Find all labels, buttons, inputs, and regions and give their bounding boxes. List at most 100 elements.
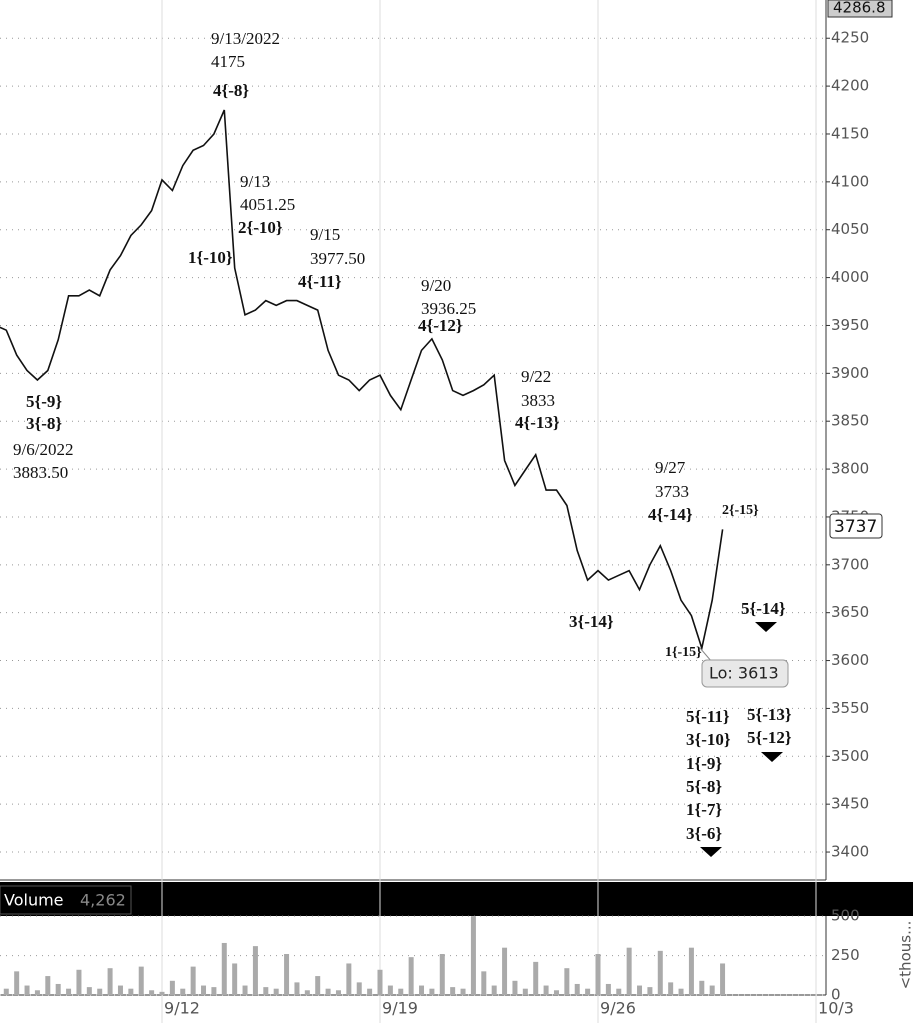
volume-value: 4,262 [80, 891, 126, 910]
volume-bar [242, 985, 248, 995]
annotation: 5{-9} [26, 392, 62, 411]
y-tick-label: 3950 [831, 316, 869, 334]
volume-header-box [0, 885, 132, 915]
volume-bar [325, 988, 331, 995]
annotation: 1{-15} [665, 645, 702, 660]
volume-bar [408, 957, 414, 995]
annotation: 5{-8} [686, 777, 722, 796]
annotation: 5{-14} [741, 599, 786, 618]
y-tick-label: 4150 [831, 124, 869, 142]
annotation: 1{-10} [188, 248, 233, 267]
last-tag: 3737 [834, 517, 877, 537]
y-tick-label: 3400 [831, 843, 869, 861]
volume-bar [159, 991, 165, 995]
y-tick-label: 3550 [831, 699, 869, 717]
top-tag: 4286.8 [833, 0, 886, 17]
volume-bar [304, 990, 310, 995]
x-tick-label: 9/26 [600, 999, 636, 1018]
x-tick-label: 9/19 [382, 999, 418, 1018]
annotation: 9/13/2022 [211, 29, 280, 48]
marker-triangle [761, 752, 783, 762]
volume-bar [211, 987, 217, 995]
annotation: 5{-12} [747, 728, 792, 747]
y-tick-label: 3600 [831, 651, 869, 669]
volume-bar [97, 988, 103, 995]
y-tick-label: 4250 [831, 29, 869, 47]
volume-bar [502, 947, 508, 995]
volume-bar [86, 987, 92, 995]
low-tag: Lo: 3613 [709, 664, 779, 683]
annotation: 1{-7} [686, 800, 722, 819]
annotation: 4{-11} [298, 272, 342, 291]
annotation: 3{-10} [686, 730, 731, 749]
y-tick-label: 250 [831, 946, 860, 964]
volume-bar [149, 990, 155, 995]
volume-bar [616, 988, 622, 995]
volume-bar [450, 987, 456, 995]
annotation: 4{-12} [418, 316, 463, 335]
volume-bar [387, 985, 393, 995]
annotation: 2{-15} [722, 503, 759, 518]
volume-bar [14, 971, 20, 995]
volume-bar [273, 988, 279, 995]
volume-bar [657, 950, 663, 995]
annotation: 3833 [521, 391, 555, 410]
volume-bar [668, 982, 674, 995]
volume-bar [24, 985, 30, 995]
volume-bar [284, 954, 290, 995]
volume-bar [533, 961, 539, 995]
y-tick-label: 4000 [831, 268, 869, 286]
volume-bar [180, 988, 186, 995]
volume-bar [263, 987, 269, 995]
annotation: 9/15 [310, 225, 340, 244]
volume-bar [221, 942, 227, 995]
x-tick-label: 9/12 [164, 999, 200, 1018]
top-tag-box [827, 0, 893, 18]
annotation: 9/6/2022 [13, 440, 73, 459]
annotation: 3{-8} [26, 414, 62, 433]
y-tick-label: 3500 [831, 747, 869, 765]
volume-bar [346, 963, 352, 995]
x-tick-label: 10/3 [818, 999, 854, 1018]
volume-bar [252, 946, 258, 995]
volume-bar [66, 988, 72, 995]
annotation: 5{-13} [747, 705, 792, 724]
annotation: 9/13 [240, 172, 270, 191]
volume-bar [34, 990, 40, 995]
annotation: 2{-10} [238, 218, 283, 237]
volume-bar [564, 968, 570, 995]
y-tick-label: 4100 [831, 172, 869, 190]
volume-bar [128, 988, 134, 995]
y-tick-label: 3700 [831, 555, 869, 573]
volume-bar [356, 982, 362, 995]
marker-triangle [755, 622, 777, 632]
annotation: 4{-13} [515, 413, 560, 432]
y-tick-label: 4050 [831, 220, 869, 238]
y-tick-label: 4200 [831, 77, 869, 95]
volume-title: Volume [4, 891, 64, 910]
volume-bar [491, 985, 497, 995]
volume-bar [626, 947, 632, 995]
annotation: 9/27 [655, 458, 686, 477]
annotation: 3{-14} [569, 612, 614, 631]
volume-bar [522, 988, 528, 995]
annotation: 4175 [211, 52, 245, 71]
y-tick-label: 0 [831, 986, 841, 1004]
annotation: 3977.50 [310, 249, 365, 268]
y-tick-label: 3900 [831, 364, 869, 382]
low-tag-box [701, 659, 789, 688]
annotation: 3936.25 [421, 299, 476, 318]
y-tick-label: 3650 [831, 603, 869, 621]
marker-triangle [700, 847, 722, 857]
volume-bar [117, 985, 123, 995]
volume-bar [3, 988, 9, 995]
volume-unit: <thous... [897, 921, 913, 990]
volume-bar [574, 983, 580, 995]
annotation: 4{-14} [648, 505, 693, 524]
volume-bar [419, 985, 425, 995]
volume-bar [201, 985, 207, 995]
volume-bar [637, 985, 643, 995]
volume-bar [398, 988, 404, 995]
annotation: 4051.25 [240, 195, 295, 214]
